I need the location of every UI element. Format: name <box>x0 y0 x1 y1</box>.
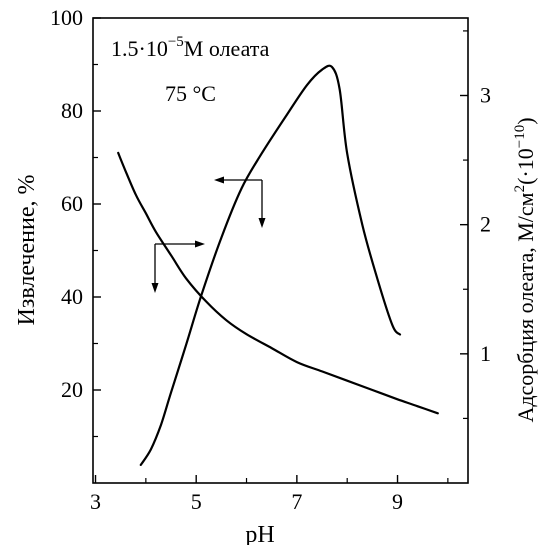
recovery-curve <box>117 151 439 415</box>
concentration-suffix: M олеата <box>184 36 270 61</box>
y-right-tick-label: 1 <box>480 341 491 366</box>
y-right-axis-ticks: 1 2 3 <box>460 30 491 420</box>
x-tick-label: 5 <box>191 489 202 514</box>
adsorption-axis-indicator <box>214 176 266 228</box>
temperature-label: 75 °C <box>165 81 216 106</box>
concentration-exponent: −5 <box>168 34 184 50</box>
x-axis-label: pH <box>245 522 274 545</box>
x-axis-ticks: 3 5 7 9 <box>90 475 449 514</box>
x-tick-label: 9 <box>392 489 403 514</box>
y-right-label-sup1: 2 <box>512 185 528 193</box>
y-right-label-end: ) <box>513 117 538 124</box>
x-tick-label: 3 <box>90 489 101 514</box>
y-left-axis-label: Извлечение, % <box>14 175 40 326</box>
y-left-tick-label: 80 <box>61 98 83 123</box>
y-left-tick-label: 100 <box>50 5 83 30</box>
x-tick-label: 7 <box>291 489 302 514</box>
recovery-axis-indicator <box>151 240 205 293</box>
plot-frame <box>92 17 469 484</box>
y-left-tick-label: 40 <box>61 284 83 309</box>
adsorption-curve <box>139 64 402 466</box>
y-left-tick-label: 20 <box>61 377 83 402</box>
y-right-label-sup2: −10 <box>512 125 528 148</box>
y-left-tick-label: 60 <box>61 191 83 216</box>
y-left-axis-ticks: 20 40 60 80 100 <box>50 5 101 438</box>
y-right-tick-label: 3 <box>480 83 491 108</box>
concentration-prefix: 1.5·10 <box>111 36 168 61</box>
concentration-label: 1.5·10−5M олеата <box>111 34 270 61</box>
y-right-label-main: Адсорбция олеата, М/см <box>513 192 538 422</box>
y-right-axis-label: Адсорбция олеата, М/см2(·10−10) <box>512 117 538 422</box>
y-right-label-mid: (·10 <box>513 148 538 185</box>
y-right-tick-label: 2 <box>480 212 491 237</box>
